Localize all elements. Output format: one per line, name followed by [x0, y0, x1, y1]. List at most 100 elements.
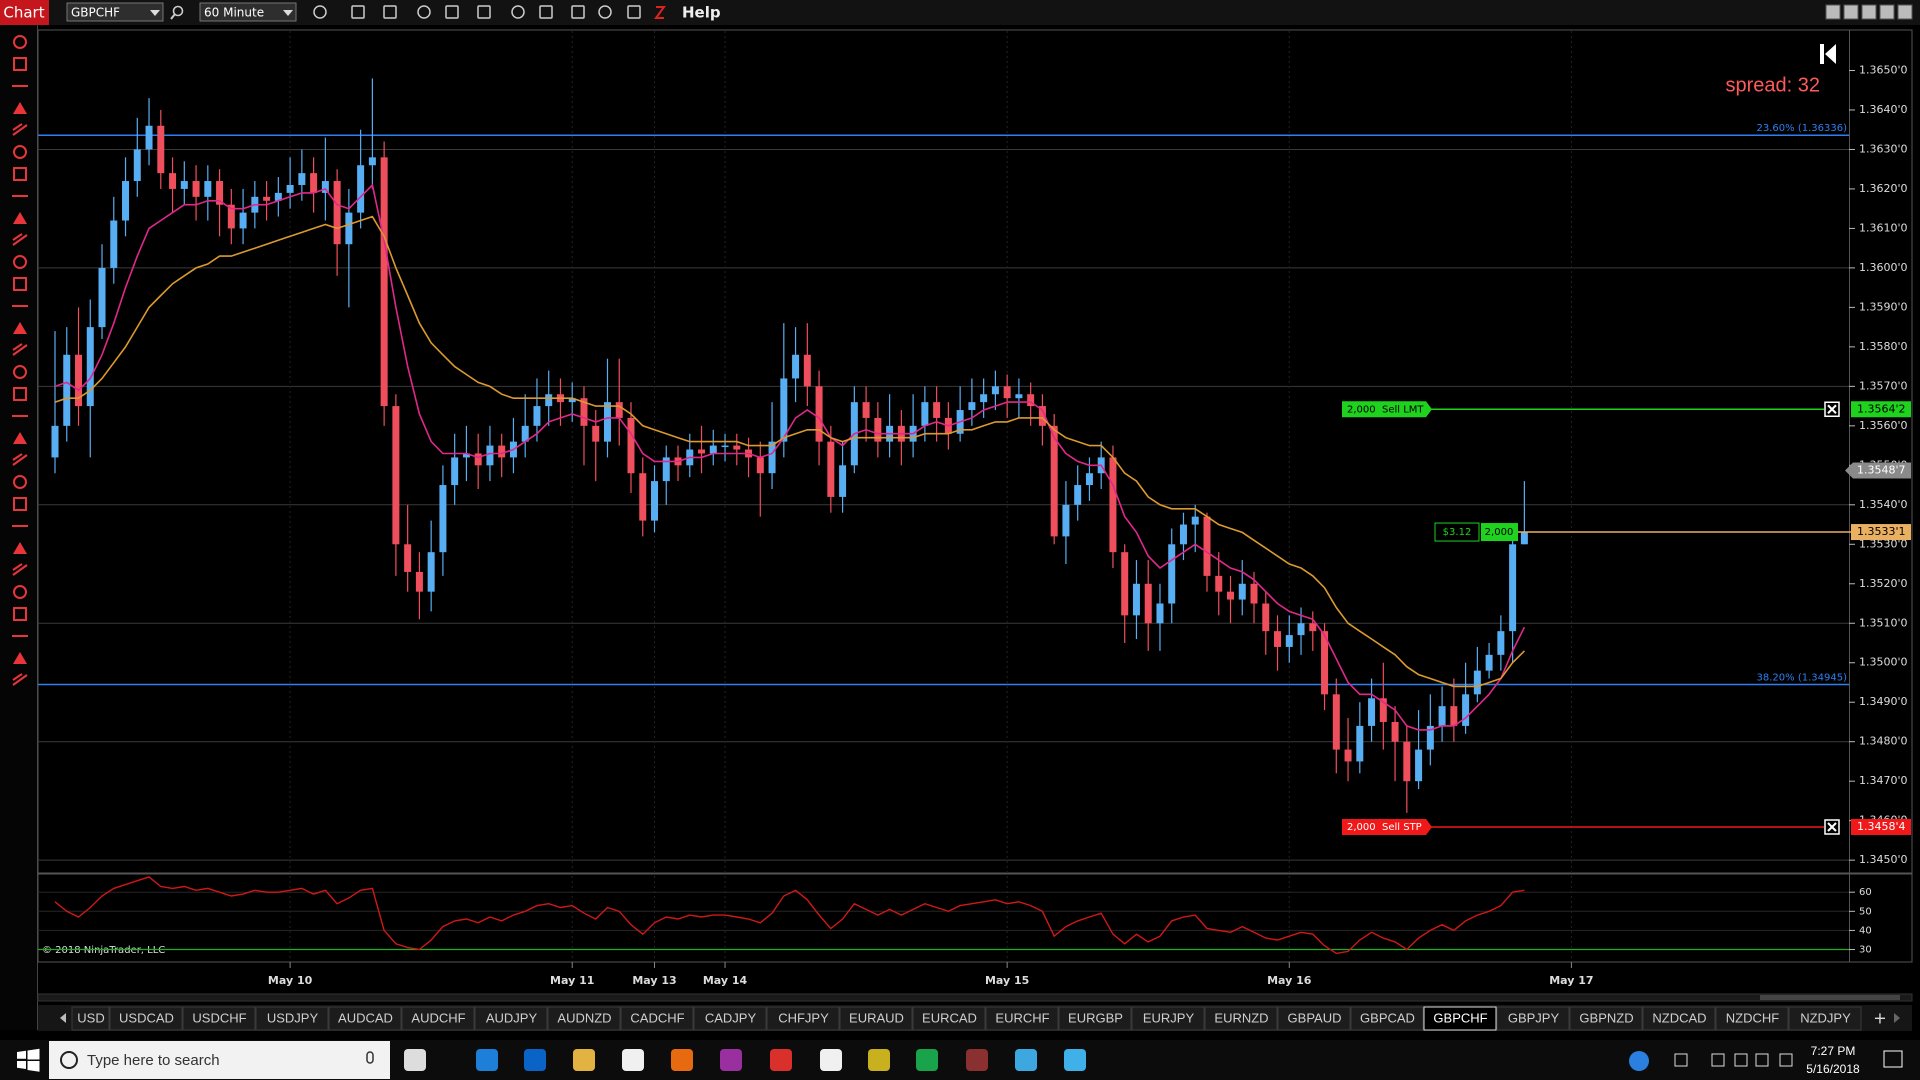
window-button[interactable] [1825, 4, 1841, 20]
tab[interactable] [1788, 1006, 1862, 1031]
tab-label[interactable]: USD [77, 1010, 104, 1025]
tab-label[interactable]: EURCHF [995, 1010, 1049, 1025]
tool-icon[interactable] [13, 497, 27, 511]
window-button[interactable] [1879, 4, 1895, 20]
order-tag[interactable] [1342, 818, 1432, 835]
tool-icon[interactable] [12, 233, 28, 246]
tray-icon[interactable] [1755, 1053, 1769, 1067]
tool-icon[interactable] [13, 432, 27, 444]
app-icon[interactable] [1064, 1049, 1086, 1071]
tool-icon[interactable] [13, 387, 27, 401]
tool-icon[interactable] [12, 673, 28, 686]
app-icon[interactable] [524, 1049, 546, 1071]
tab[interactable] [1642, 1006, 1716, 1031]
tray-icon[interactable] [1779, 1053, 1793, 1067]
start-button[interactable] [17, 1048, 40, 1072]
tab[interactable] [1277, 1006, 1351, 1031]
toolbar-button[interactable] [477, 5, 491, 19]
tool-icon[interactable] [13, 277, 27, 291]
order-label[interactable]: 2,000 Sell STP [1347, 822, 1422, 833]
tab[interactable] [1496, 1006, 1570, 1031]
tab[interactable] [255, 1006, 329, 1031]
app-icon[interactable] [573, 1049, 595, 1071]
toolbar-button[interactable] [598, 5, 612, 19]
tool-icon[interactable] [13, 35, 27, 49]
tab[interactable] [547, 1006, 621, 1031]
tool-icon[interactable] [13, 607, 27, 621]
app-icon[interactable] [966, 1049, 988, 1071]
tab[interactable] [985, 1006, 1059, 1031]
tab[interactable] [401, 1006, 475, 1031]
app-icon[interactable] [868, 1049, 890, 1071]
tab-label[interactable]: CADCHF [630, 1010, 684, 1025]
tool-icon[interactable] [13, 542, 27, 554]
search-box[interactable] [49, 1041, 390, 1079]
tab-label[interactable]: EURAUD [849, 1010, 904, 1025]
toolbar-button[interactable] [445, 5, 459, 19]
tab-scroll-right[interactable] [1894, 1013, 1900, 1023]
tab[interactable] [182, 1006, 256, 1031]
app-icon[interactable] [1015, 1049, 1037, 1071]
tool-icon[interactable] [12, 563, 28, 576]
tab-label[interactable]: GBPCAD [1360, 1010, 1415, 1025]
tab[interactable] [1204, 1006, 1278, 1031]
window-button[interactable] [1897, 4, 1913, 20]
tab[interactable] [1569, 1006, 1643, 1031]
tab[interactable] [1350, 1006, 1424, 1031]
tab-label[interactable]: NZDCHF [1726, 1010, 1779, 1025]
toolbar-button[interactable] [627, 5, 641, 19]
tab[interactable] [328, 1006, 402, 1031]
app-icon[interactable] [671, 1049, 693, 1071]
add-tab[interactable]: + [1873, 1009, 1886, 1028]
tab[interactable] [766, 1006, 840, 1031]
tool-icon[interactable] [13, 167, 27, 181]
notifications[interactable] [1883, 1050, 1903, 1068]
tool-icon[interactable] [13, 145, 27, 159]
tab-label[interactable]: CADJPY [705, 1010, 757, 1025]
toolbar-button[interactable] [417, 5, 431, 19]
tab-label[interactable]: GBPCHF [1433, 1010, 1487, 1025]
tool-icon[interactable] [13, 322, 27, 334]
tool-icon[interactable] [13, 475, 27, 489]
tool-icon[interactable] [12, 453, 28, 466]
toolbar-button[interactable] [383, 5, 397, 19]
tab[interactable] [71, 1006, 110, 1031]
tab-label[interactable]: GBPNZD [1579, 1010, 1633, 1025]
tab-scroll-left[interactable] [60, 1013, 66, 1023]
chart-menu[interactable] [0, 0, 49, 25]
interval-label[interactable]: 60 Minute [204, 6, 264, 20]
tool-icon[interactable] [13, 365, 27, 379]
scroll-end-button[interactable] [1820, 44, 1836, 64]
tab[interactable] [109, 1006, 183, 1031]
app-icon[interactable] [770, 1049, 792, 1071]
toolbar-button[interactable] [571, 5, 585, 19]
tab[interactable] [912, 1006, 986, 1031]
search-placeholder[interactable]: Type here to search [87, 1052, 220, 1069]
order-tag[interactable] [1342, 401, 1432, 418]
tab[interactable] [1131, 1006, 1205, 1031]
tab-label[interactable]: GBPJPY [1508, 1010, 1560, 1025]
tab-label[interactable]: AUDCHF [411, 1010, 465, 1025]
tab-label[interactable]: NZDCAD [1652, 1010, 1706, 1025]
tab-label[interactable]: AUDNZD [557, 1010, 611, 1025]
tab-label[interactable]: USDCAD [119, 1010, 174, 1025]
help-menu[interactable]: Help [682, 4, 721, 22]
window-button[interactable] [1861, 4, 1877, 20]
scrollbar-thumb[interactable] [1760, 995, 1900, 1000]
tool-icon[interactable] [13, 102, 27, 114]
tray-icon[interactable] [1711, 1053, 1725, 1067]
tab-label[interactable]: EURJPY [1143, 1010, 1195, 1025]
help-tray-icon[interactable] [1629, 1051, 1649, 1071]
app-icon[interactable] [404, 1049, 426, 1071]
microphone[interactable] [366, 1051, 374, 1064]
tool-icon[interactable] [12, 343, 28, 356]
tray-icon[interactable] [1674, 1053, 1688, 1067]
tab[interactable] [620, 1006, 694, 1031]
tool-icon[interactable] [13, 585, 27, 599]
tab[interactable] [1423, 1006, 1497, 1031]
tab-label[interactable]: AUDJPY [486, 1010, 538, 1025]
instrument-select[interactable] [66, 2, 164, 22]
tab-label[interactable]: EURCAD [922, 1010, 977, 1025]
tool-icon[interactable] [12, 123, 28, 136]
tool-icon[interactable] [13, 652, 27, 664]
